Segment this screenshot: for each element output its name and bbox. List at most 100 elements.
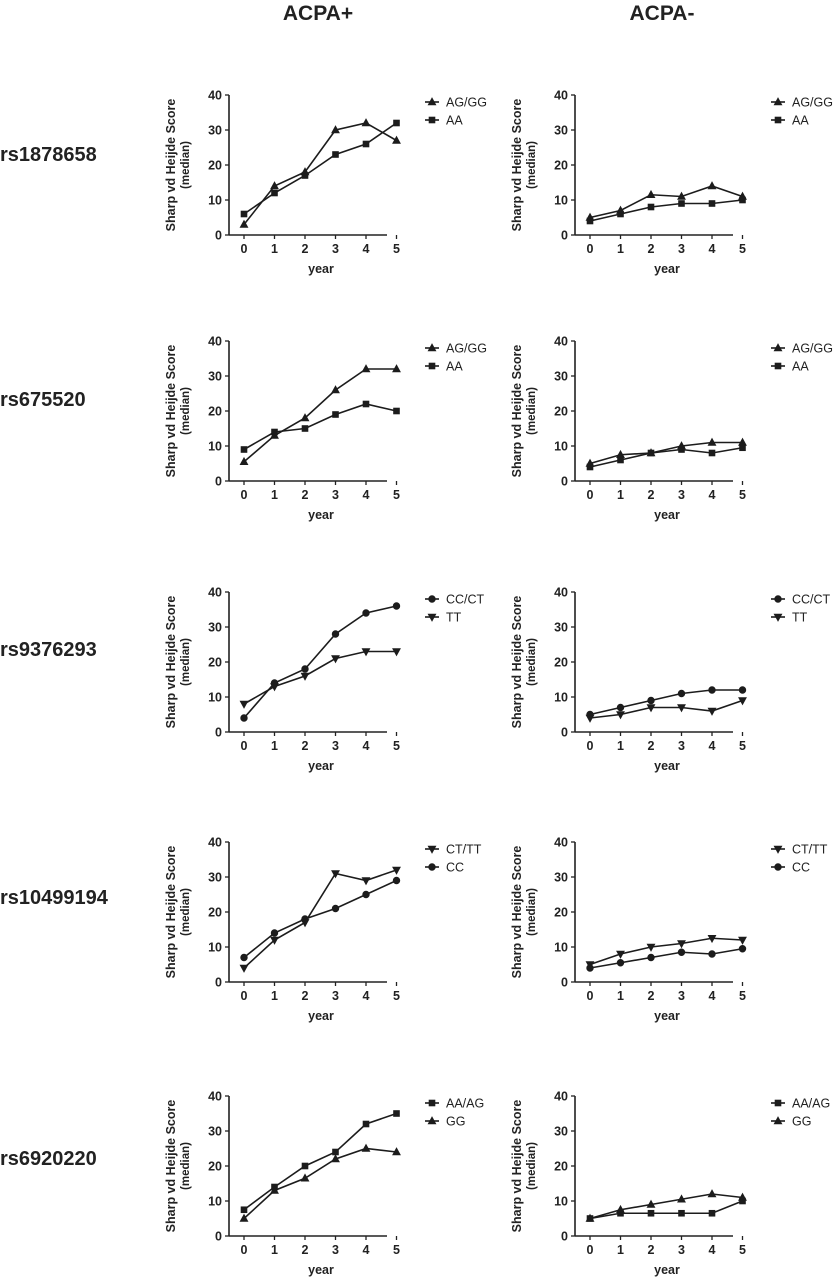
x-tick-label: 5 — [393, 1243, 400, 1257]
data-point — [677, 948, 686, 956]
x-tick-label: 0 — [241, 488, 248, 502]
series-line-1 — [243, 122, 397, 215]
data-point — [301, 425, 309, 432]
y-tick-label: 0 — [215, 726, 222, 740]
y-tick-label: 30 — [208, 871, 222, 885]
data-point — [331, 904, 340, 913]
legend-label: TT — [792, 611, 808, 625]
y-tick-label: 0 — [561, 976, 568, 990]
y-tick-label: 10 — [554, 440, 568, 454]
data-point — [738, 1192, 747, 1201]
y-tick-label: 20 — [208, 159, 222, 173]
series-line-0 — [243, 122, 397, 225]
data-point — [331, 385, 340, 394]
data-point — [677, 1194, 686, 1203]
legend-label: AA/AG — [792, 1097, 830, 1111]
data-point — [240, 210, 248, 218]
data-point — [708, 1209, 716, 1217]
data-point — [362, 890, 370, 899]
y-axis-label-unit: (median) — [526, 638, 538, 686]
x-axis-label: year — [308, 759, 334, 773]
data-point — [271, 189, 278, 197]
legend-marker — [428, 362, 436, 370]
y-tick-label: 10 — [554, 691, 568, 705]
x-tick-label: 4 — [363, 242, 370, 256]
data-point — [707, 707, 717, 716]
data-point — [646, 704, 656, 713]
y-tick-label: 0 — [561, 726, 568, 740]
series-line-0 — [243, 869, 397, 969]
data-point — [393, 407, 400, 415]
legend-marker — [427, 613, 437, 622]
y-tick-label: 40 — [208, 335, 222, 349]
y-axis-label-unit: (median) — [180, 1142, 192, 1190]
series-line-0 — [243, 605, 397, 719]
x-axis-label: year — [308, 1263, 334, 1277]
y-tick-label: 40 — [554, 1090, 568, 1104]
data-point — [678, 446, 685, 453]
data-point — [362, 140, 370, 148]
data-point — [586, 964, 594, 972]
data-point — [392, 135, 401, 144]
y-tick-label: 40 — [554, 586, 568, 600]
x-tick-label: 1 — [271, 989, 278, 1003]
x-tick-label: 1 — [617, 1243, 624, 1257]
x-tick-label: 2 — [648, 488, 655, 502]
data-point — [239, 700, 249, 709]
y-tick-label: 10 — [208, 440, 222, 454]
data-point — [647, 696, 655, 705]
y-axis-label: Sharp vd Heijde Score — [510, 345, 524, 478]
legend-label: AG/GG — [446, 342, 487, 356]
y-axis-label: Sharp vd Heijde Score — [510, 99, 524, 232]
data-point — [677, 704, 686, 713]
legend-marker — [428, 595, 436, 603]
legend-label: AG/GG — [792, 342, 833, 356]
panel-3: 0 10 20 30 40 0 1 2 3 4 5 year Sharp vd Heijde Score… — [510, 335, 833, 523]
series-line-1 — [589, 947, 743, 969]
legend-label: CC/CT — [446, 593, 485, 607]
data-point — [392, 1147, 401, 1156]
series-line-0 — [589, 937, 743, 966]
data-point — [646, 943, 656, 952]
data-point — [300, 413, 310, 422]
x-tick-label: 3 — [678, 1243, 685, 1257]
data-point — [331, 125, 340, 134]
legend-marker — [428, 116, 436, 124]
y-tick-label: 0 — [561, 1230, 568, 1244]
data-point — [393, 1110, 400, 1117]
data-point — [332, 411, 339, 418]
y-tick-label: 40 — [554, 836, 568, 850]
legend-marker — [774, 595, 782, 603]
column-header-acpa-pos: ACPA+ — [282, 2, 354, 25]
x-tick-label: 4 — [709, 739, 716, 753]
series-line-1 — [243, 403, 397, 451]
series-line-1 — [589, 199, 743, 222]
y-axis-label-unit: (median) — [526, 387, 538, 435]
data-point — [617, 210, 624, 218]
y-tick-label: 10 — [554, 1195, 568, 1209]
y-tick-label: 40 — [208, 89, 222, 103]
panel-8: 0 10 20 30 40 0 1 2 3 4 5 year Sharp vd Heijde Score… — [164, 1090, 484, 1278]
y-tick-label: 10 — [554, 941, 568, 955]
x-axis-label: year — [308, 262, 334, 276]
data-point — [300, 672, 310, 681]
data-point — [240, 446, 248, 453]
y-tick-label: 20 — [208, 405, 222, 419]
x-tick-label: 3 — [678, 488, 685, 502]
y-axis-label: Sharp vd Heijde Score — [510, 846, 524, 979]
data-point — [301, 172, 309, 179]
y-axis-label: Sharp vd Heijde Score — [164, 99, 178, 232]
data-point — [616, 959, 625, 967]
data-point — [392, 364, 401, 373]
x-tick-label: 2 — [648, 1243, 655, 1257]
legend-marker — [773, 845, 783, 854]
data-point — [332, 1148, 339, 1156]
data-point — [239, 456, 249, 466]
data-point — [301, 915, 309, 923]
x-tick-label: 3 — [678, 739, 685, 753]
x-tick-label: 3 — [332, 488, 339, 502]
data-point — [361, 364, 371, 373]
legend-marker — [774, 116, 782, 124]
data-point — [708, 686, 716, 694]
x-tick-label: 5 — [393, 989, 400, 1003]
